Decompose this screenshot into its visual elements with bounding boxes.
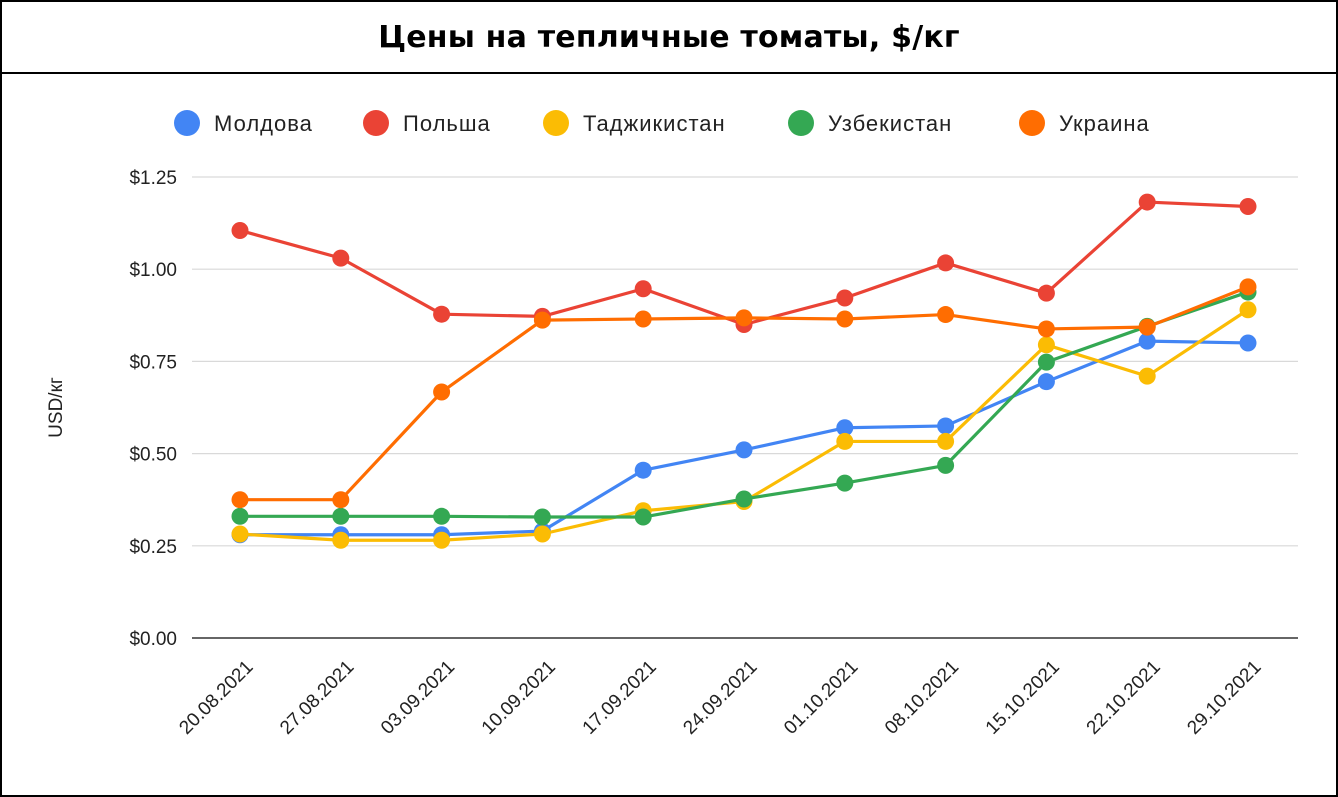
data-point — [634, 310, 652, 328]
x-tick-label: 10.09.2021 — [478, 657, 560, 739]
data-point — [231, 491, 249, 509]
data-point — [1138, 367, 1156, 385]
series-layer — [231, 193, 1257, 549]
x-tick-label: 24.09.2021 — [679, 657, 761, 739]
y-tick-label: $1.25 — [129, 168, 177, 189]
data-point — [1239, 278, 1257, 296]
y-tick-label: $1.00 — [129, 260, 177, 281]
data-point — [332, 531, 350, 549]
data-point — [937, 306, 955, 324]
y-tick-label: $0.00 — [129, 629, 177, 650]
data-point — [433, 383, 451, 401]
gridlines — [192, 176, 1298, 639]
data-point — [836, 432, 854, 450]
data-point — [937, 432, 955, 450]
legend-label: Польша — [403, 111, 491, 136]
data-point — [1037, 320, 1055, 338]
data-point — [433, 305, 451, 323]
data-point — [735, 441, 753, 459]
data-point — [1138, 193, 1156, 211]
data-point — [231, 525, 249, 543]
data-point — [735, 309, 753, 327]
data-point — [634, 508, 652, 526]
legend-item: Таджикистан — [543, 110, 726, 136]
legend: Молдова Польша Таджикистан Узбекистан Украин… — [174, 110, 1150, 136]
data-point — [332, 507, 350, 525]
data-point — [735, 490, 753, 508]
data-point — [937, 417, 955, 435]
data-point — [1138, 318, 1156, 336]
series-Таджикистан — [231, 301, 1257, 549]
x-axis-ticks: 20.08.2021 27.08.2021 03.09.2021 10.09.2021… — [175, 657, 1265, 739]
data-point — [1037, 284, 1055, 302]
data-point — [1239, 334, 1257, 352]
legend-label: Молдова — [214, 111, 313, 136]
data-point — [1037, 336, 1055, 354]
title-bar: Цены на тепличные томаты, $/кг — [2, 2, 1336, 74]
x-tick-label: 27.08.2021 — [276, 657, 358, 739]
y-tick-label: $0.50 — [129, 445, 177, 466]
legend-item: Узбекистан — [788, 110, 952, 136]
x-tick-label: 22.10.2021 — [1083, 657, 1165, 739]
data-point — [1037, 353, 1055, 371]
series-line — [238, 200, 1250, 327]
data-point — [937, 456, 955, 474]
legend-label: Узбекистан — [828, 111, 952, 136]
data-point — [1037, 373, 1055, 391]
data-point — [332, 491, 350, 509]
legend-label: Украина — [1059, 111, 1150, 136]
series-Узбекистан — [231, 283, 1257, 526]
legend-item: Украина — [1019, 110, 1150, 136]
data-point — [1138, 332, 1156, 350]
legend-item: Молдова — [174, 110, 313, 136]
data-point — [836, 289, 854, 307]
legend-marker — [363, 110, 389, 136]
legend-label: Таджикистан — [583, 111, 726, 136]
data-point — [433, 531, 451, 549]
data-point — [1239, 198, 1257, 216]
data-point — [533, 311, 551, 329]
chart-title: Цены на тепличные томаты, $/кг — [378, 19, 960, 55]
data-point — [231, 221, 249, 239]
legend-marker — [788, 110, 814, 136]
series-Украина — [231, 278, 1257, 509]
legend-marker — [174, 110, 200, 136]
x-tick-label: 01.10.2021 — [780, 657, 862, 739]
y-axis-label: USD/кг — [46, 377, 67, 438]
data-point — [937, 254, 955, 272]
data-point — [836, 419, 854, 437]
y-tick-label: $0.75 — [129, 352, 177, 373]
legend-marker — [1019, 110, 1045, 136]
data-point — [1239, 301, 1257, 319]
series-Молдова — [231, 332, 1257, 544]
x-tick-label: 20.08.2021 — [175, 657, 257, 739]
x-tick-label: 03.09.2021 — [377, 657, 459, 739]
data-point — [836, 310, 854, 328]
data-point — [433, 507, 451, 525]
legend-marker — [543, 110, 569, 136]
data-point — [634, 280, 652, 298]
x-tick-label: 29.10.2021 — [1183, 657, 1265, 739]
data-point — [533, 508, 551, 526]
data-point — [836, 474, 854, 492]
x-tick-label: 17.09.2021 — [579, 657, 661, 739]
y-axis-ticks: $0.00 $0.25 $0.50 $0.75 $1.00 $1.25 — [129, 168, 177, 650]
data-point — [634, 461, 652, 479]
data-point — [533, 525, 551, 543]
y-tick-label: $0.25 — [129, 537, 177, 558]
x-tick-label: 15.10.2021 — [982, 657, 1064, 739]
x-tick-label: 08.10.2021 — [881, 657, 963, 739]
data-point — [231, 507, 249, 525]
data-point — [332, 249, 350, 267]
legend-item: Польша — [363, 110, 491, 136]
